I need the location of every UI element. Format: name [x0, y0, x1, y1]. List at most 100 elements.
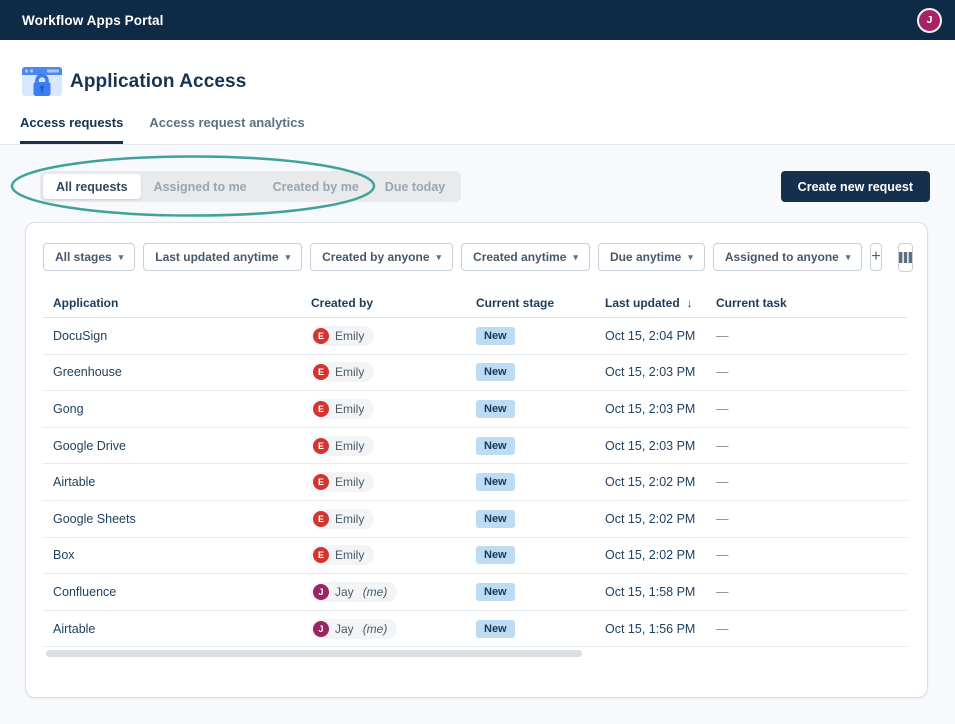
quick-filter-due-today[interactable]: Due today	[384, 179, 446, 194]
column-header-application[interactable]: Application	[43, 296, 311, 310]
filter-chip-last-updated-anytime[interactable]: Last updated anytime ▾	[143, 243, 303, 271]
creator-name: Emily	[335, 328, 365, 343]
chevron-down-icon: ▾	[436, 251, 442, 262]
application-name: Box	[53, 548, 75, 563]
stage-badge: New	[476, 436, 515, 455]
application-cell: Box	[43, 548, 311, 562]
last-updated-cell: Oct 15, 2:04 PM	[605, 329, 716, 343]
filter-chip-label: Created by anyone	[322, 250, 430, 264]
tab-access-request-analytics[interactable]: Access request analytics	[149, 115, 305, 130]
chevron-down-icon: ▾	[573, 251, 578, 262]
quick-filter-assigned-to-me[interactable]: Assigned to me	[153, 179, 247, 194]
column-header-label: Current stage	[476, 296, 555, 310]
chevron-down-icon: ▾	[285, 251, 291, 262]
created-by-cell: E Emily	[311, 545, 476, 566]
user-avatar[interactable]: J	[917, 7, 942, 33]
current-task-value: —	[716, 328, 729, 343]
column-header-current-stage[interactable]: Current stage	[476, 296, 605, 310]
current-task-value: —	[716, 365, 729, 380]
create-new-request-button[interactable]: Create new request	[780, 171, 930, 202]
current-task-cell: —	[716, 365, 907, 379]
horizontal-scrollbar[interactable]	[46, 650, 582, 657]
sort-desc-icon: ↓	[686, 296, 693, 310]
last-updated-value: Oct 15, 2:02 PM	[605, 511, 696, 526]
current-task-value: —	[716, 548, 729, 563]
filter-chip-assigned-to-anyone[interactable]: Assigned to anyone ▾	[712, 243, 863, 271]
chevron-down-icon: ▾	[845, 251, 851, 262]
table-body: DocuSign E Emily New Oct 15, 2:04 PM — Greenho…	[43, 318, 907, 648]
current-stage-cell: New	[476, 436, 605, 455]
column-header-label: Current task	[716, 296, 787, 310]
filter-chip-created-by-anyone[interactable]: Created by anyone ▾	[310, 243, 454, 271]
created-by-cell: J Jay (me)	[311, 618, 476, 639]
table-row[interactable]: DocuSign E Emily New Oct 15, 2:04 PM —	[43, 318, 907, 355]
created-by-cell: E Emily	[311, 325, 476, 346]
table-row[interactable]: Box E Emily New Oct 15, 2:02 PM —	[43, 538, 907, 575]
requests-card: All stages ▾ Last updated anytime ▾ Created …	[25, 222, 928, 698]
quick-filter-created-by-me[interactable]: Created by me	[272, 179, 359, 194]
last-updated-value: Oct 15, 2:02 PM	[605, 548, 696, 563]
table-row[interactable]: Airtable E Emily New Oct 15, 2:02 PM —	[43, 464, 907, 501]
creator-pill: E Emily	[311, 362, 375, 383]
table-row[interactable]: Google Sheets E Emily New Oct 15, 2:02 PM —	[43, 501, 907, 538]
stage-badge: New	[476, 619, 515, 638]
application-name: Google Sheets	[53, 511, 136, 526]
creator-avatar: E	[313, 474, 329, 491]
application-cell: Google Drive	[43, 439, 311, 453]
current-task-value: —	[716, 584, 729, 599]
created-by-cell: E Emily	[311, 435, 476, 456]
creator-name: Emily	[335, 365, 365, 380]
column-header-label: Application	[53, 296, 119, 310]
filter-chip-created-anytime[interactable]: Created anytime ▾	[461, 243, 590, 271]
application-cell: DocuSign	[43, 329, 311, 343]
table-row[interactable]: Confluence J Jay (me) New Oct 15, 1:58 PM —	[43, 574, 907, 611]
creator-avatar: E	[313, 510, 329, 527]
column-header-last-updated[interactable]: Last updated ↓	[605, 296, 716, 310]
current-task-value: —	[716, 438, 729, 453]
columns-icon	[898, 251, 912, 263]
current-stage-cell: New	[476, 473, 605, 492]
stage-badge: New	[476, 473, 515, 492]
creator-name: Jay	[335, 621, 354, 636]
chevron-down-icon: ▾	[688, 251, 693, 262]
creator-pill: E Emily	[311, 398, 375, 419]
add-filter-button[interactable]: +	[870, 243, 882, 271]
stage-badge: New	[476, 363, 515, 382]
last-updated-cell: Oct 15, 2:02 PM	[605, 475, 716, 489]
current-task-cell: —	[716, 475, 907, 489]
column-header-current-task[interactable]: Current task	[716, 296, 907, 310]
creator-name: Emily	[335, 438, 365, 453]
creator-avatar: E	[313, 400, 329, 417]
tab-access-requests[interactable]: Access requests	[20, 115, 124, 144]
application-cell: Airtable	[43, 475, 311, 489]
created-by-cell: E Emily	[311, 398, 476, 419]
last-updated-cell: Oct 15, 1:56 PM	[605, 622, 716, 636]
tab-bar: Access requests Access request analytics	[20, 115, 305, 144]
application-lock-icon	[22, 67, 62, 96]
creator-pill: E Emily	[311, 325, 375, 346]
last-updated-value: Oct 15, 1:58 PM	[605, 584, 696, 599]
last-updated-value: Oct 15, 2:02 PM	[605, 475, 696, 490]
creator-name: Emily	[335, 548, 365, 563]
current-task-value: —	[716, 401, 729, 416]
last-updated-cell: Oct 15, 2:03 PM	[605, 365, 716, 379]
column-header-created-by[interactable]: Created by	[311, 296, 476, 310]
created-by-cell: E Emily	[311, 472, 476, 493]
columns-button[interactable]	[897, 242, 913, 272]
last-updated-value: Oct 15, 2:03 PM	[605, 401, 696, 416]
last-updated-cell: Oct 15, 2:03 PM	[605, 402, 716, 416]
filter-chip-all-stages[interactable]: All stages ▾	[43, 243, 136, 271]
table-row[interactable]: Google Drive E Emily New Oct 15, 2:03 PM —	[43, 428, 907, 465]
filter-chip-due-anytime[interactable]: Due anytime ▾	[597, 243, 705, 271]
current-task-cell: —	[716, 439, 907, 453]
current-stage-cell: New	[476, 363, 605, 382]
table-row[interactable]: Gong E Emily New Oct 15, 2:03 PM —	[43, 391, 907, 428]
last-updated-value: Oct 15, 2:03 PM	[605, 438, 696, 453]
created-by-cell: E Emily	[311, 362, 476, 383]
table-row[interactable]: Greenhouse E Emily New Oct 15, 2:03 PM —	[43, 355, 907, 392]
creator-name: Emily	[335, 511, 365, 526]
last-updated-value: Oct 15, 1:56 PM	[605, 621, 696, 636]
quick-filter-all-requests[interactable]: All requests	[43, 174, 141, 199]
table-row[interactable]: Airtable J Jay (me) New Oct 15, 1:56 PM —	[43, 611, 907, 648]
stage-badge: New	[476, 546, 515, 565]
